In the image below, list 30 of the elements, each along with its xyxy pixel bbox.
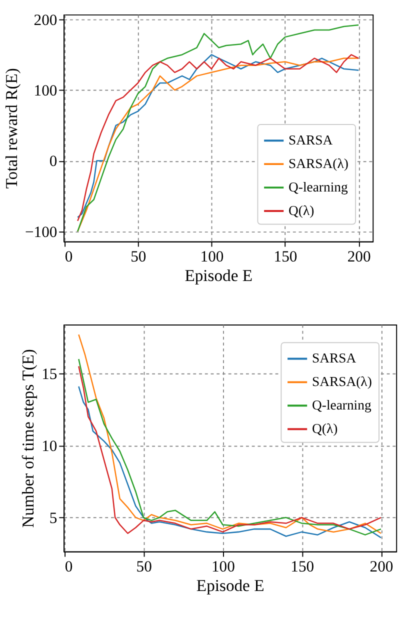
legend-label: Q-learning <box>288 179 348 194</box>
x-tick-label: 0 <box>64 248 73 266</box>
x-axis-title: Episode E <box>196 576 264 595</box>
y-tick-label: 100 <box>34 82 58 100</box>
x-tick-label: 150 <box>290 558 314 576</box>
y-tick-label: 5 <box>49 510 58 527</box>
y-tick-label: 10 <box>42 438 58 455</box>
legend-label: Q(λ) <box>312 421 338 436</box>
legend-label: SARSA(λ) <box>288 156 348 171</box>
x-tick-label: 100 <box>211 558 236 576</box>
y-tick-label: −100 <box>24 224 58 241</box>
y-tick-label: 200 <box>34 12 58 29</box>
x-axis-title: Episode E <box>184 266 252 285</box>
x-tick-label: 100 <box>200 248 224 266</box>
x-tick-label: 150 <box>274 248 298 266</box>
y-axis-title: Total reward R(E) <box>2 68 22 189</box>
x-tick-label: 200 <box>347 248 371 266</box>
legend-label: Q-learning <box>312 398 372 413</box>
y-tick-label: 0 <box>49 153 58 170</box>
x-tick-label: 50 <box>130 248 146 266</box>
legend-label: SARSA(λ) <box>312 374 372 390</box>
x-tick-label: 0 <box>64 558 73 576</box>
legend-label: SARSA <box>288 132 333 148</box>
legend-label: SARSA <box>312 350 356 366</box>
y-tick-label: 15 <box>42 366 58 383</box>
x-tick-label: 200 <box>370 558 394 576</box>
legend-label: Q(λ) <box>288 202 314 218</box>
x-tick-label: 50 <box>136 558 152 576</box>
y-axis-title: Number of time steps T(E) <box>18 349 38 528</box>
line-series <box>76 24 360 232</box>
